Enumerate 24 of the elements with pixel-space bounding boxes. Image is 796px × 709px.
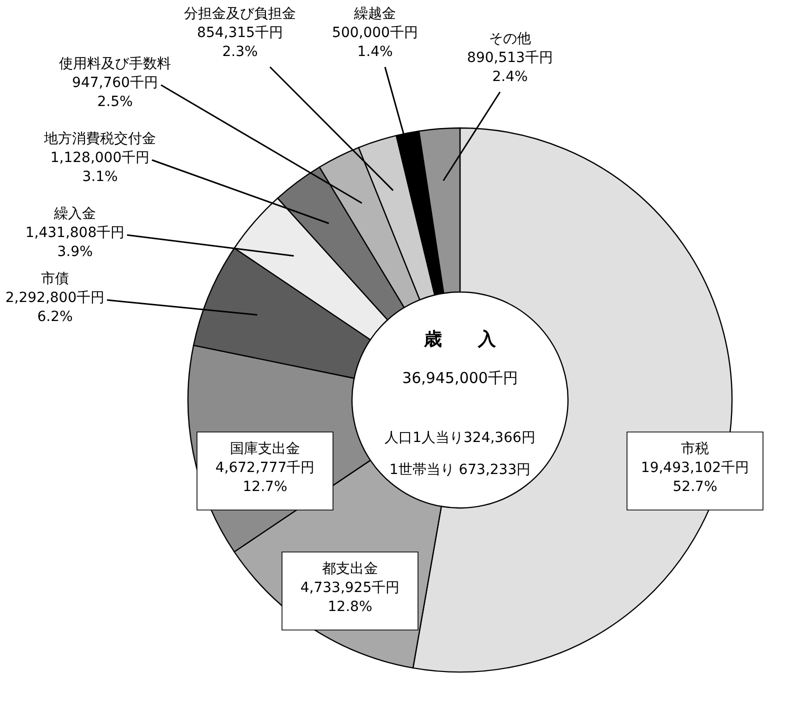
data-label: 2,292,800千円 6.2% [5,290,105,325]
text: 1世帯当り 673,233円 [389,462,531,478]
data-label: 4,733,925千円 12.8% [300,580,400,615]
slice-label: 使用料及び手数料 [59,56,171,72]
slice-label: 分担金及び負担金 [184,6,296,22]
data-label: 4,672,777千円 12.7% [215,460,315,495]
slice-label: 繰入金 [53,206,96,222]
data-label: 1,128,000千円 3.1% [50,150,150,185]
text: 36,945,000千円 [402,369,518,387]
slice-label: 市税 [681,441,709,457]
data-label: 890,513千円 2.4% [467,50,553,85]
data-label: 854,315千円 2.3% [197,25,283,60]
slice-label: 地方消費税交付金 [43,131,156,147]
data-label: 500,000千円 1.4% [332,25,418,60]
slice-label: 国庫支出金 [230,441,300,457]
data-label: 947,760千円 2.5% [72,75,158,110]
slice-label: 都支出金 [322,561,378,577]
slice-label: その他 [489,31,531,47]
data-label: 1,431,808千円 3.9% [25,225,125,260]
data-label: 19,493,102千円 52.7% [640,460,750,495]
text: 人口1人当り324,366円 [384,430,536,446]
slice-label: 繰越金 [353,6,396,22]
slice-label: 市債 [41,271,69,287]
text: 歳 入 [423,329,497,350]
